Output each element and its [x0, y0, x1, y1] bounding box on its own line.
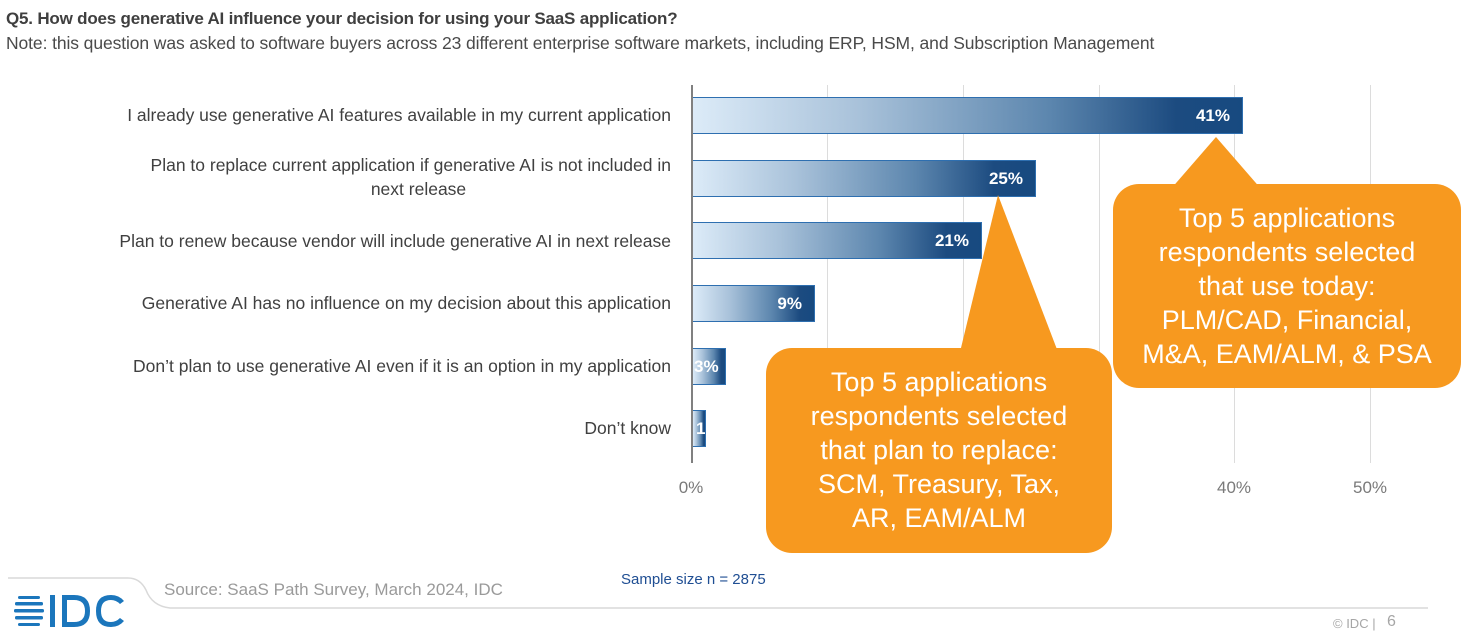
gridline-20: [963, 85, 964, 463]
bar-value-label: 9%: [777, 294, 802, 313]
bar-already-use: 41%: [692, 97, 1243, 134]
category-label-line: Plan to replace current application if g…: [150, 155, 671, 175]
bar-value-label: 21%: [934, 231, 969, 250]
idc-logo: [14, 592, 130, 630]
callout-line: M&A, EAM/ALM, & PSA: [1142, 339, 1432, 369]
footer-divider: [8, 577, 1428, 609]
gridline-10: [827, 85, 828, 463]
bar-value-label: 41%: [1195, 106, 1230, 125]
chart-title: Q5. How does generative AI influence you…: [6, 9, 678, 28]
source-text: Source: SaaS Path Survey, March 2024, ID…: [164, 580, 503, 599]
callout-line: Top 5 applications: [830, 367, 1048, 397]
bar-value-label: 25%: [988, 169, 1023, 188]
callout-line: that plan to replace:: [820, 435, 1058, 465]
copyright-text: © IDC |: [1333, 616, 1376, 631]
callout-line: SCM, Treasury, Tax,: [817, 469, 1061, 499]
category-label: Plan to renew because vendor will includ…: [119, 231, 671, 251]
callout-plan-replace: Top 5 applications respondents selected …: [766, 348, 1112, 553]
page-number: 6: [1387, 613, 1396, 630]
callout-line: Top 5 applications: [1178, 203, 1396, 233]
sample-size-text: Sample size n = 2875: [621, 571, 766, 588]
callout-line: AR, EAM/ALM: [851, 503, 1027, 533]
x-tick-50: 50%: [1352, 478, 1388, 497]
bar-plan-replace: 25%: [692, 160, 1036, 197]
bar-plan-renew: 21%: [692, 222, 982, 259]
callout-line: that use today:: [1198, 271, 1376, 301]
bar-value-label: 1: [696, 419, 706, 438]
y-axis-line: [691, 85, 693, 463]
gridline-30: [1099, 85, 1100, 463]
category-label-line: next release: [370, 179, 467, 199]
category-label: Don’t plan to use generative AI even if …: [133, 356, 671, 376]
category-label: Generative AI has no influence on my dec…: [141, 293, 671, 313]
callout-use-today: Top 5 applications respondents selected …: [1113, 184, 1461, 388]
x-tick-0: 0%: [678, 478, 704, 497]
x-tick-40: 40%: [1216, 478, 1252, 497]
bar-value-label: 3%: [694, 357, 719, 376]
chart-note: Note: this question was asked to softwar…: [6, 33, 1155, 53]
category-label: Plan to replace current application if g…: [11, 153, 671, 201]
callout-line: respondents selected: [810, 401, 1068, 431]
category-label: Don’t know: [584, 418, 671, 438]
category-label: I already use generative AI features ava…: [127, 105, 671, 125]
callout-line: respondents selected: [1158, 237, 1416, 267]
callout-line: PLM/CAD, Financial,: [1161, 305, 1413, 335]
